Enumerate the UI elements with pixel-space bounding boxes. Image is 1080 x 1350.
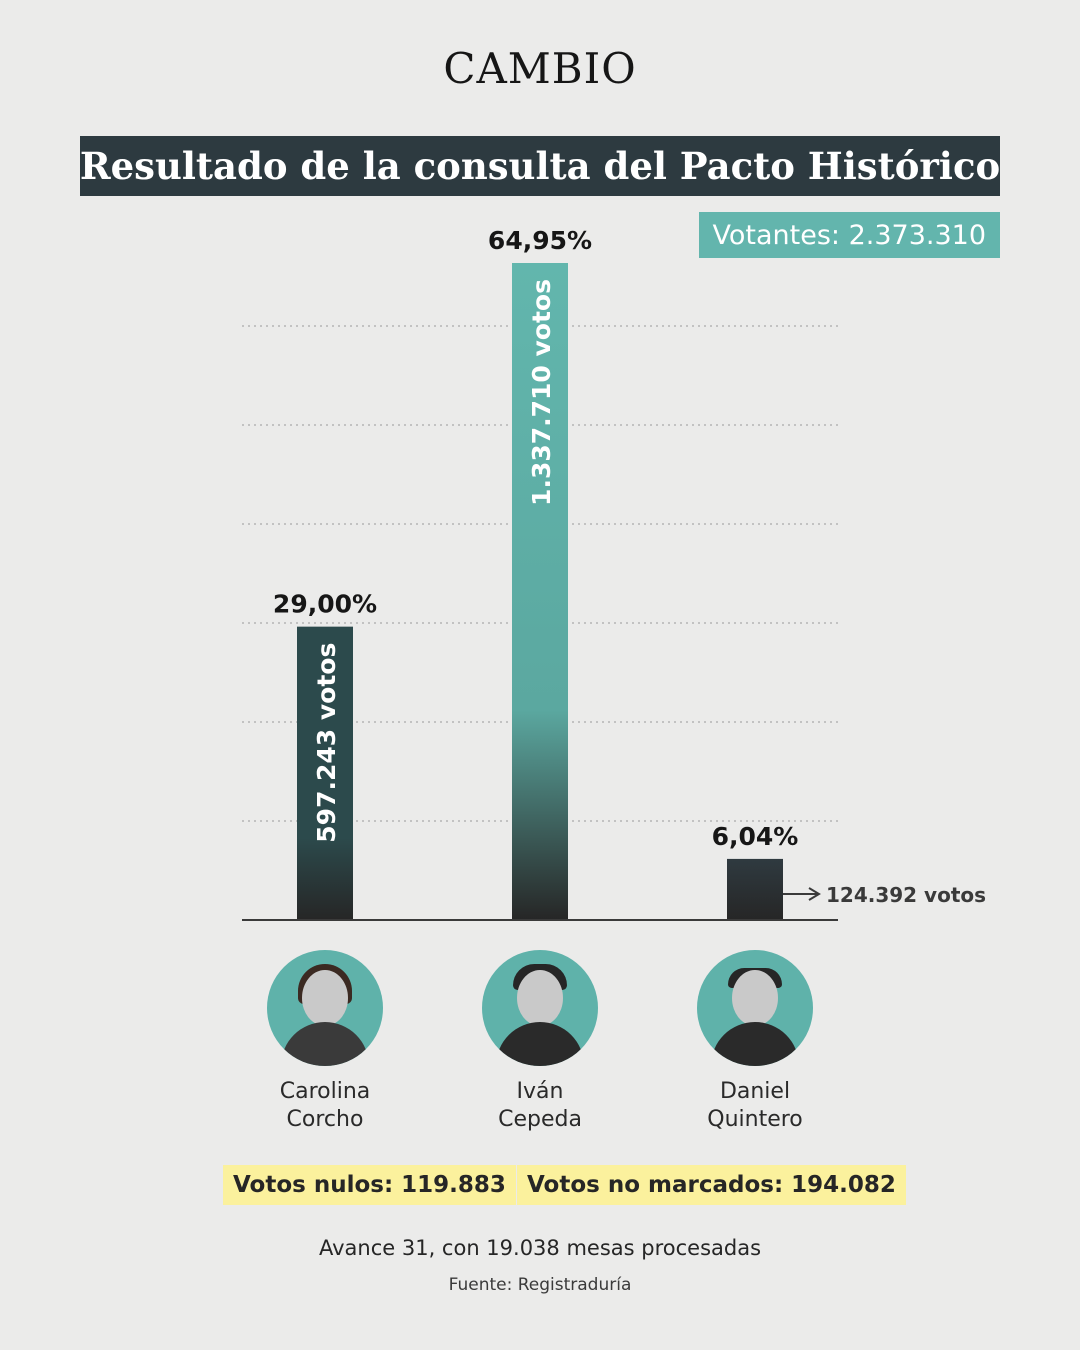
percent-label-daniel-quintero: 6,04%	[712, 822, 799, 851]
null-votes-badge: Votos nulos: 119.883	[223, 1165, 516, 1205]
bar-chart: 29,00% 597.243 votos 64,95% 1.337.710 votos…	[242, 226, 986, 921]
arrow-icon	[808, 887, 821, 901]
candidate-name: Iván Cepeda	[498, 1079, 582, 1132]
brand-logo: CAMBIO	[443, 44, 637, 93]
bar-daniel-quintero	[727, 858, 783, 920]
candidate-name: Daniel Quintero	[707, 1079, 803, 1132]
unmarked-votes-badge: Votos no marcados: 194.082	[517, 1165, 906, 1205]
candidate-daniel-quintero: Daniel Quintero	[655, 950, 855, 1134]
candidate-name: Carolina Corcho	[279, 1079, 371, 1132]
percent-label-carolina-corcho: 29,00%	[273, 590, 377, 619]
voters-badge: Votantes: 2.373.310	[698, 212, 1000, 258]
votes-label-daniel-quintero: 124.392 votos	[826, 883, 986, 907]
candidate-carolina-corcho: Carolina Corcho	[225, 950, 425, 1134]
votes-label-ivan-cepeda: 1.337.710 votos	[527, 279, 556, 506]
daniel-quintero-photo	[697, 950, 813, 1066]
percent-label-ivan-cepeda: 64,95%	[488, 226, 592, 255]
carolina-corcho-photo	[267, 950, 383, 1066]
votes-label-carolina-corcho: 597.243 votos	[312, 643, 341, 843]
chart-title: Resultado de la consulta del Pacto Histó…	[80, 136, 1000, 196]
bar-carolina-corcho	[297, 626, 353, 920]
source-note: Fuente: Registraduría	[448, 1275, 632, 1295]
candidate-ivan-cepeda: Iván Cepeda	[440, 950, 640, 1134]
progress-note: Avance 31, con 19.038 mesas procesadas	[318, 1236, 762, 1260]
bar-ivan-cepeda	[512, 263, 568, 920]
ivan-cepeda-photo	[482, 950, 598, 1066]
